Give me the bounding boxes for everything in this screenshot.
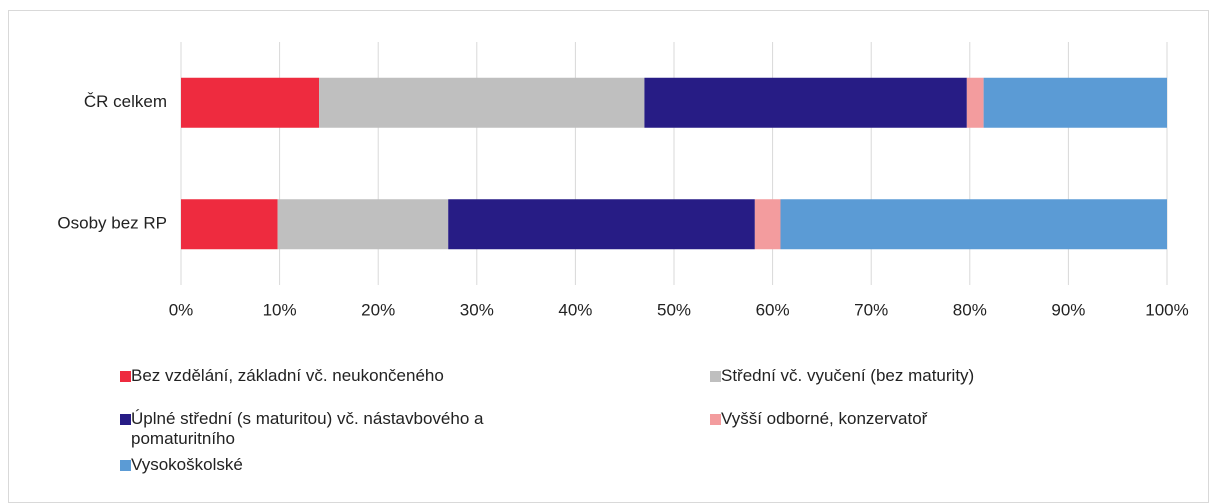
bar-segment xyxy=(448,199,755,250)
x-tick-label: 100% xyxy=(1145,300,1188,319)
x-tick-label: 10% xyxy=(263,300,297,319)
bar-segment xyxy=(644,77,967,128)
bar-segment xyxy=(277,199,449,250)
x-tick-label: 80% xyxy=(953,300,987,319)
legend-item: Vyšší odborné, konzervatoř xyxy=(710,409,1171,429)
legend-swatch xyxy=(120,460,131,471)
frame xyxy=(8,10,1209,503)
legend-item: Bez vzdělání, základní vč. neukončeného xyxy=(120,366,581,386)
legend-swatch xyxy=(120,414,131,425)
legend-label: Bez vzdělání, základní vč. neukončeného xyxy=(131,366,444,385)
legend-item: Vysokoškolské xyxy=(120,455,581,475)
legend-item: Úplné střední (s maturitou) vč. nástavbo… xyxy=(120,409,581,449)
legend-swatch xyxy=(710,414,721,425)
bar-segment xyxy=(181,77,320,128)
y-tick-label: ČR celkem xyxy=(84,92,167,111)
bar-segment xyxy=(983,77,1167,128)
bar-segment xyxy=(754,199,781,250)
legend-label: Střední vč. vyučení (bez maturity) xyxy=(721,366,975,385)
legend-swatch xyxy=(120,371,131,382)
x-tick-label: 70% xyxy=(854,300,888,319)
bar-segment xyxy=(181,199,278,250)
bar-segment xyxy=(966,77,984,128)
bar-segment xyxy=(780,199,1167,250)
x-tick-label: 60% xyxy=(756,300,790,319)
x-tick-label: 50% xyxy=(657,300,691,319)
x-tick-label: 0% xyxy=(169,300,194,319)
x-tick-label: 40% xyxy=(558,300,592,319)
bar-segment xyxy=(319,77,645,128)
legend-swatch xyxy=(710,371,721,382)
legend-label: Vysokoškolské xyxy=(131,455,243,474)
legend-item: Střední vč. vyučení (bez maturity) xyxy=(710,366,1171,386)
legend-label: Úplné střední (s maturitou) vč. nástavbo… xyxy=(131,409,484,448)
legend-label: Vyšší odborné, konzervatoř xyxy=(721,409,928,428)
x-tick-label: 30% xyxy=(460,300,494,319)
x-tick-label: 90% xyxy=(1051,300,1085,319)
y-tick-label: Osoby bez RP xyxy=(57,214,167,233)
x-tick-label: 20% xyxy=(361,300,395,319)
